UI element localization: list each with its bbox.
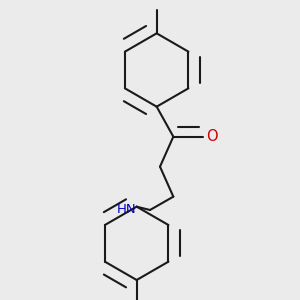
Text: HN: HN xyxy=(117,203,137,217)
Text: O: O xyxy=(206,129,218,144)
